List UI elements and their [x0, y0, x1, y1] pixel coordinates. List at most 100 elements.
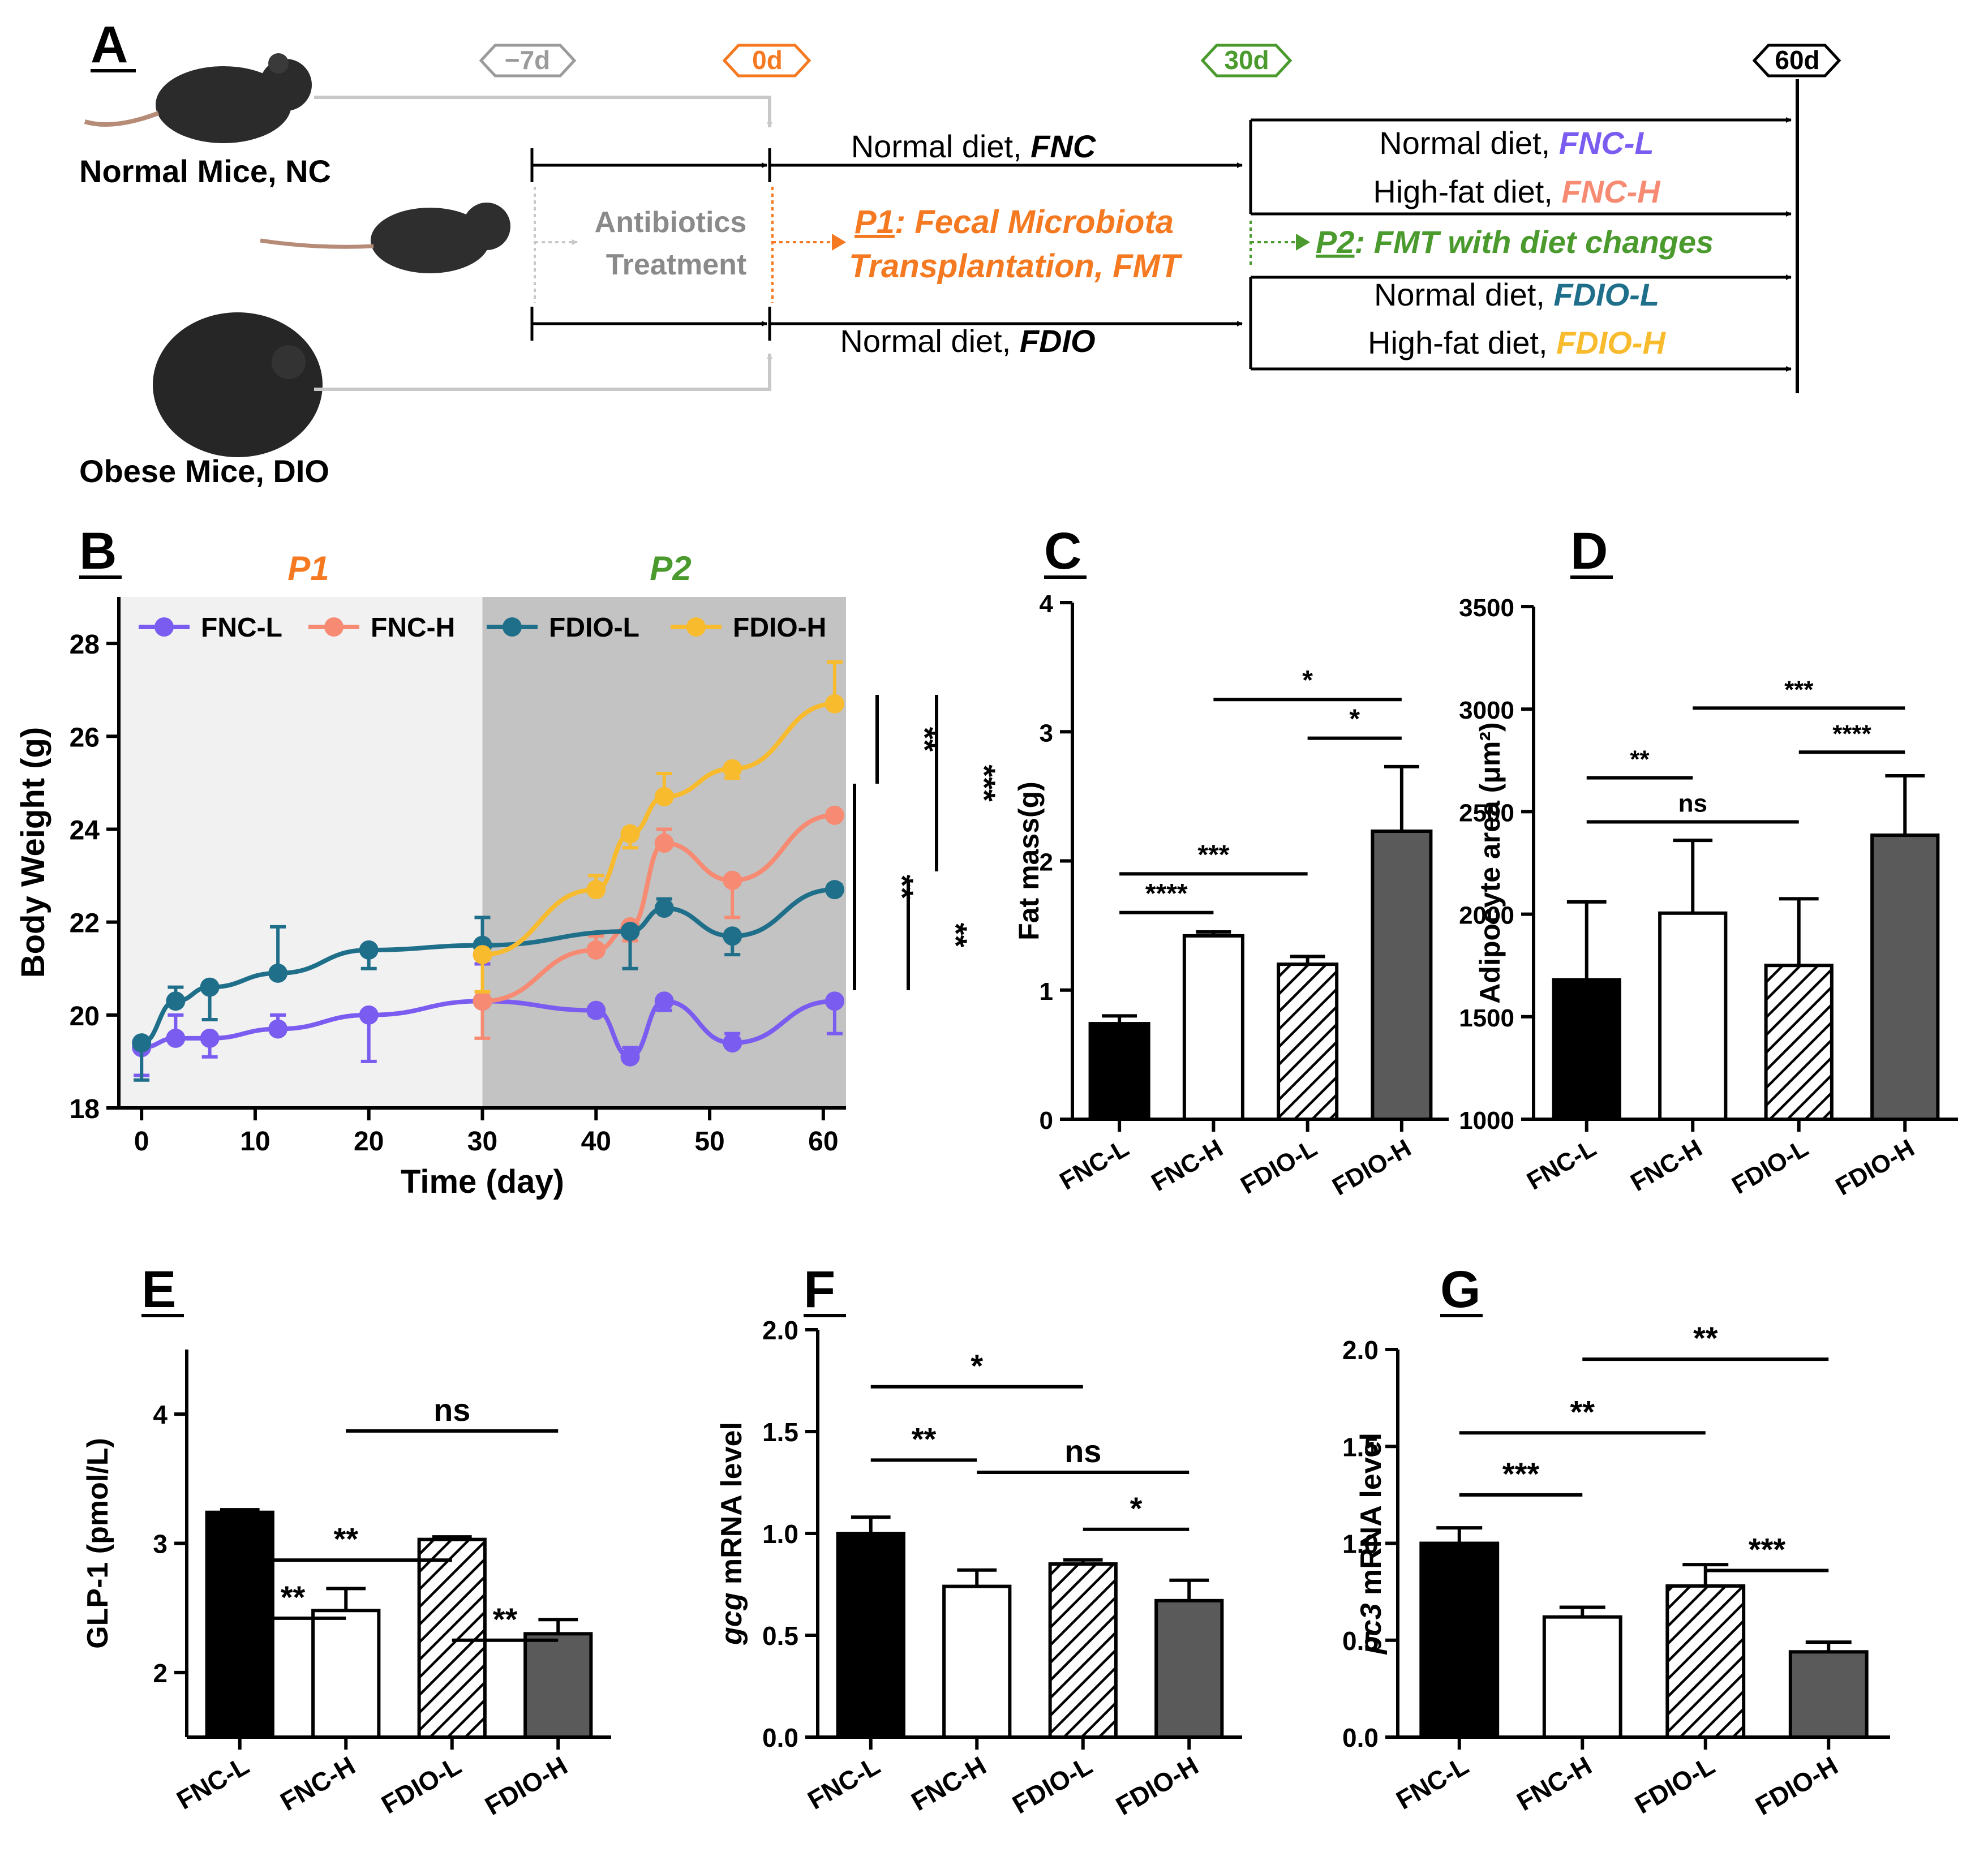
- group-label-fnc-l: Normal diet, FNC-L: [1379, 125, 1654, 161]
- data-point-FDIO-L: [359, 940, 379, 960]
- data-point-FDIO-H: [654, 787, 674, 806]
- y-axis-label: gcg mRNA level: [715, 1422, 748, 1645]
- data-point-FNC-H: [825, 805, 844, 825]
- bar-FNC-L: [1419, 1541, 1500, 1739]
- obese-mouse-image: [153, 312, 323, 457]
- y-tick-label: 1.0: [762, 1519, 798, 1549]
- data-point-FDIO-L: [200, 977, 220, 997]
- sig-label: **: [1630, 746, 1650, 774]
- data-point-FNC-H: [723, 870, 742, 890]
- phase-label-p1: P1: [287, 549, 329, 587]
- sig-label: **: [912, 1421, 937, 1456]
- y-tick-label: 1000: [1459, 1107, 1514, 1135]
- data-point-FNC-L: [359, 1005, 379, 1025]
- data-point-FNC-H: [654, 833, 674, 853]
- svg-text:30d: 30d: [1224, 45, 1269, 75]
- svg-text:−7d: −7d: [505, 45, 551, 75]
- legend-marker-FNC-H: [324, 617, 344, 637]
- x-tick-label: 60: [808, 1127, 838, 1157]
- x-tick-label-FNC-L: FNC-L: [802, 1751, 884, 1815]
- day-marker-0: 0d: [722, 44, 811, 78]
- panel-b-body-weight-chart: B P1 P2 18 20 22 24 26 28 0 10 20 30 40 50 60 Time (day)…: [15, 522, 1002, 1200]
- sig-label: **: [1570, 1394, 1595, 1429]
- x-tick-label-FDIO-H: FDIO-H: [1111, 1751, 1203, 1821]
- data-point-FDIO-L: [620, 922, 640, 942]
- x-tick-label-FNC-H: FNC-H: [906, 1751, 991, 1817]
- data-point-FNC-L: [166, 1028, 186, 1048]
- sig-label: *: [1302, 665, 1313, 695]
- sig-label: ****: [1832, 720, 1871, 747]
- x-tick-label-FDIO-H: FDIO-H: [1328, 1134, 1416, 1201]
- panel-letter-f: F: [804, 1261, 835, 1318]
- data-point-FNC-L: [654, 991, 674, 1011]
- y-tick-label: 0.0: [1342, 1723, 1379, 1752]
- bar-FNC-H: [1658, 911, 1728, 1121]
- panel-letter-d: D: [1570, 522, 1608, 580]
- y-tick-label: 4: [1040, 590, 1054, 618]
- sig-label: *: [971, 1348, 983, 1383]
- x-tick-label: 40: [581, 1127, 611, 1157]
- panel-a-schematic: A Normal Mice, NC Obese Mice, DIO −7d: [79, 16, 1841, 489]
- phase-label-p2: P2: [650, 549, 691, 587]
- panel-letter-g: G: [1440, 1261, 1481, 1318]
- x-tick-label-FNC-H: FNC-H: [1512, 1751, 1596, 1817]
- sig-label: ***: [967, 764, 1002, 802]
- transplant-mouse-image: [260, 203, 510, 273]
- y-axis-label: pc3 mRNA level: [1355, 1433, 1388, 1655]
- x-axis-label: Time (day): [401, 1163, 564, 1200]
- bar-FNC-L: [1552, 978, 1621, 1121]
- x-tick-label: 30: [467, 1127, 497, 1157]
- day-marker-60: 60d: [1752, 44, 1841, 78]
- data-point-FNC-L: [723, 1033, 742, 1053]
- panel-c-fat-mass-chart: C 0 1 2 3 4 FNC-L FNC-H FDIO-L FDIO-H Fat mass(g) *…: [1013, 522, 1449, 1201]
- y-axis-label: Adipocyte area (μm²): [1474, 722, 1506, 1003]
- normal-mouse-image: [84, 53, 312, 143]
- antibiotics-label-1: Antibiotics: [595, 206, 747, 239]
- x-tick-label: 50: [694, 1127, 724, 1157]
- sig-label: ***: [1197, 840, 1229, 870]
- sig-label: **: [938, 923, 974, 948]
- obese-mice-label: Obese Mice, DIO: [79, 453, 329, 489]
- series-line-FDIO-H: [482, 701, 835, 957]
- y-tick-label: 18: [70, 1094, 100, 1124]
- panel-letter-c: C: [1044, 522, 1081, 580]
- x-tick-label-FDIO-H: FDIO-H: [480, 1751, 572, 1821]
- data-point-FDIO-H: [825, 694, 844, 714]
- bar-FNC-L: [1088, 1022, 1150, 1121]
- legend-label-FDIO-H: FDIO-H: [733, 613, 826, 643]
- sig-label: *: [1349, 704, 1360, 734]
- y-tick-label: 3: [153, 1529, 168, 1559]
- fnc-diet-label: Normal diet, FNC: [851, 128, 1097, 164]
- x-tick-label-FNC-L: FNC-L: [1522, 1134, 1601, 1195]
- group-label-fnc-h: High-fat diet, FNC-H: [1373, 174, 1661, 209]
- sig-label: ***: [1784, 676, 1814, 703]
- svg-text:0d: 0d: [752, 45, 783, 75]
- group-label-fdio-h: High-fat diet, FDIO-H: [1368, 325, 1666, 360]
- y-tick-label: 24: [70, 815, 100, 845]
- p1-label-line2: Transplantation, FMT: [849, 248, 1183, 285]
- sig-label: **: [333, 1521, 358, 1557]
- sig-label: ns: [1678, 790, 1707, 818]
- y-tick-label: 3500: [1459, 594, 1514, 622]
- x-tick-label-FDIO-L: FDIO-L: [1727, 1134, 1813, 1200]
- y-tick-label: 4: [153, 1400, 168, 1429]
- group-label-fdio-l: Normal diet, FDIO-L: [1374, 277, 1659, 312]
- y-axis-label: Fat mass(g): [1013, 781, 1045, 940]
- y-axis-label: GLP-1 (pmol/L): [81, 1438, 114, 1649]
- antibiotics-label-2: Treatment: [606, 248, 747, 281]
- x-tick-label-FDIO-L: FDIO-L: [1630, 1751, 1720, 1820]
- bar-FNC-H: [311, 1609, 381, 1739]
- y-tick-label: 3: [1040, 719, 1053, 747]
- sig-label: ***: [1502, 1456, 1540, 1492]
- y-tick-label: 0: [1040, 1107, 1053, 1135]
- data-point-FNC-L: [620, 1047, 640, 1067]
- data-point-FDIO-L: [166, 991, 186, 1011]
- bar-FDIO-H: [1371, 830, 1433, 1121]
- bar-FNC-H: [1542, 1615, 1622, 1739]
- x-tick-label-FNC-H: FNC-H: [1626, 1134, 1707, 1197]
- sig-label: ****: [1145, 879, 1188, 909]
- panel-letter-a: A: [91, 16, 128, 74]
- bar-FNC-H: [1182, 934, 1244, 1121]
- panel-f-gcg-chart: F 0.0 0.5 1.0 1.5 2.0 FNC-L FNC-H FDIO-L FDIO-H gc…: [715, 1261, 1242, 1821]
- normal-mice-label: Normal Mice, NC: [79, 153, 331, 189]
